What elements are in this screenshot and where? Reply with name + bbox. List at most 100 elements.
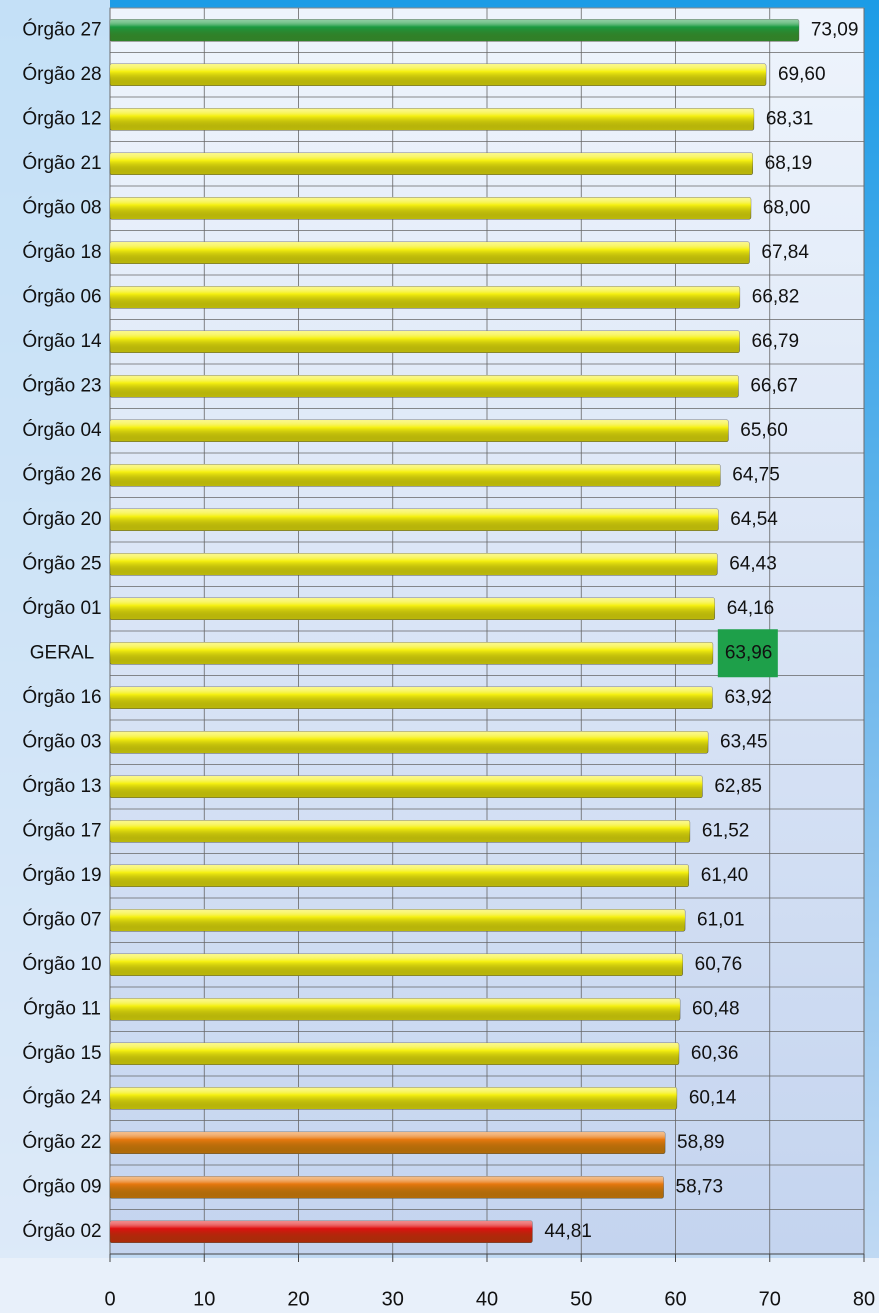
y-tick-label: Órgão 04 — [22, 419, 102, 441]
bar-group — [109, 508, 719, 532]
bar-shine — [110, 152, 753, 175]
value-label: 68,31 — [766, 108, 814, 129]
bar-shine — [110, 1131, 666, 1154]
bar-shine — [110, 19, 799, 42]
bar-group — [109, 953, 683, 977]
bar-shine — [110, 286, 740, 309]
y-tick-label: Órgão 02 — [22, 1220, 101, 1242]
value-label: 58,89 — [677, 1132, 725, 1153]
y-tick-label: Órgão 24 — [22, 1086, 102, 1108]
value-label: 65,60 — [740, 420, 788, 441]
bar-shine — [110, 953, 683, 976]
value-label: 61,52 — [702, 820, 750, 841]
bar-shine — [110, 108, 754, 131]
value-label: 64,16 — [727, 598, 775, 619]
bar-shine — [110, 508, 719, 531]
value-label: 66,79 — [751, 331, 799, 352]
bar-group — [109, 597, 716, 621]
bar-group — [109, 1042, 680, 1066]
y-tick-label: GERAL — [30, 642, 94, 663]
bar-group — [109, 374, 739, 398]
x-tick-label: 10 — [193, 1288, 215, 1310]
value-label-background — [717, 629, 778, 678]
bar-shine — [110, 642, 713, 665]
bar-shine — [110, 197, 751, 220]
x-tick-label: 50 — [570, 1288, 592, 1310]
bar-group — [109, 1175, 664, 1199]
value-label: 60,48 — [692, 998, 740, 1019]
value-label: 67,84 — [761, 242, 809, 263]
y-tick-label: Órgão 11 — [23, 997, 101, 1019]
value-label: 44,81 — [544, 1221, 592, 1242]
value-label: 73,09 — [811, 19, 859, 40]
y-tick-label: Órgão 15 — [22, 1042, 101, 1064]
bar-group — [109, 1086, 678, 1110]
bar-shine — [110, 1042, 679, 1065]
bar-shine — [110, 375, 739, 398]
bar-group — [109, 463, 721, 487]
value-label: 66,82 — [752, 286, 800, 307]
y-tick-label: Órgão 06 — [22, 285, 101, 307]
y-tick-label: Órgão 13 — [22, 775, 101, 797]
bar-group — [109, 552, 718, 576]
value-label: 62,85 — [714, 776, 762, 797]
bar-group — [109, 18, 800, 42]
value-label: 61,40 — [701, 865, 749, 886]
value-label: 64,54 — [730, 509, 778, 530]
value-label: 66,67 — [750, 375, 798, 396]
bar-shine — [110, 686, 713, 709]
y-tick-label: Órgão 22 — [22, 1131, 101, 1153]
y-tick-label: Órgão 14 — [22, 330, 102, 352]
bar-shine — [110, 864, 689, 887]
y-tick-label: Órgão 26 — [22, 463, 101, 485]
bar-group — [109, 285, 741, 309]
y-tick-label: Órgão 03 — [22, 730, 101, 752]
bar-group — [109, 330, 740, 354]
y-tick-label: Órgão 25 — [22, 552, 101, 574]
value-label: 64,75 — [732, 464, 780, 485]
bar-shine — [110, 241, 750, 264]
value-label: 68,19 — [765, 153, 813, 174]
y-tick-label: Órgão 17 — [22, 819, 101, 841]
bar-shine — [110, 1087, 677, 1110]
y-tick-label: Órgão 18 — [22, 241, 101, 263]
bar-shine — [110, 1176, 664, 1199]
bar-group — [109, 1131, 666, 1155]
y-tick-label: Órgão 19 — [22, 864, 101, 886]
y-tick-label: Órgão 08 — [22, 196, 101, 218]
bar-group — [109, 419, 729, 443]
x-tick-label: 70 — [759, 1288, 781, 1310]
bar-shine — [110, 820, 690, 843]
value-label: 69,60 — [778, 64, 826, 85]
bar-shine — [110, 998, 681, 1021]
bar-group — [109, 241, 750, 265]
x-tick-label: 20 — [287, 1288, 309, 1310]
x-tick-label: 0 — [104, 1288, 115, 1310]
bar-group — [109, 196, 752, 220]
bar-group — [109, 864, 689, 888]
value-label: 60,36 — [691, 1043, 739, 1064]
bar-shine — [110, 909, 686, 932]
y-tick-label: Órgão 16 — [22, 686, 101, 708]
bar-shine — [110, 775, 703, 798]
axis-panel — [0, 1258, 879, 1313]
value-label: 63,92 — [724, 687, 772, 708]
bar-group — [109, 641, 714, 665]
value-label: 60,76 — [695, 954, 743, 975]
bar-shine — [110, 553, 718, 576]
bar-group — [109, 775, 703, 799]
value-label: 58,73 — [676, 1176, 724, 1197]
y-tick-label: Órgão 28 — [22, 63, 101, 85]
label-panel — [0, 0, 110, 1313]
bar-shine — [110, 419, 729, 442]
y-tick-label: Órgão 12 — [22, 107, 101, 129]
bar-shine — [110, 330, 740, 353]
value-label: 64,43 — [729, 553, 777, 574]
y-tick-label: Órgão 09 — [22, 1175, 101, 1197]
x-tick-label: 30 — [382, 1288, 404, 1310]
bar-group — [109, 1220, 533, 1244]
bar-group — [109, 730, 709, 754]
bar-shine — [110, 597, 715, 620]
y-tick-label: Órgão 21 — [22, 152, 101, 174]
